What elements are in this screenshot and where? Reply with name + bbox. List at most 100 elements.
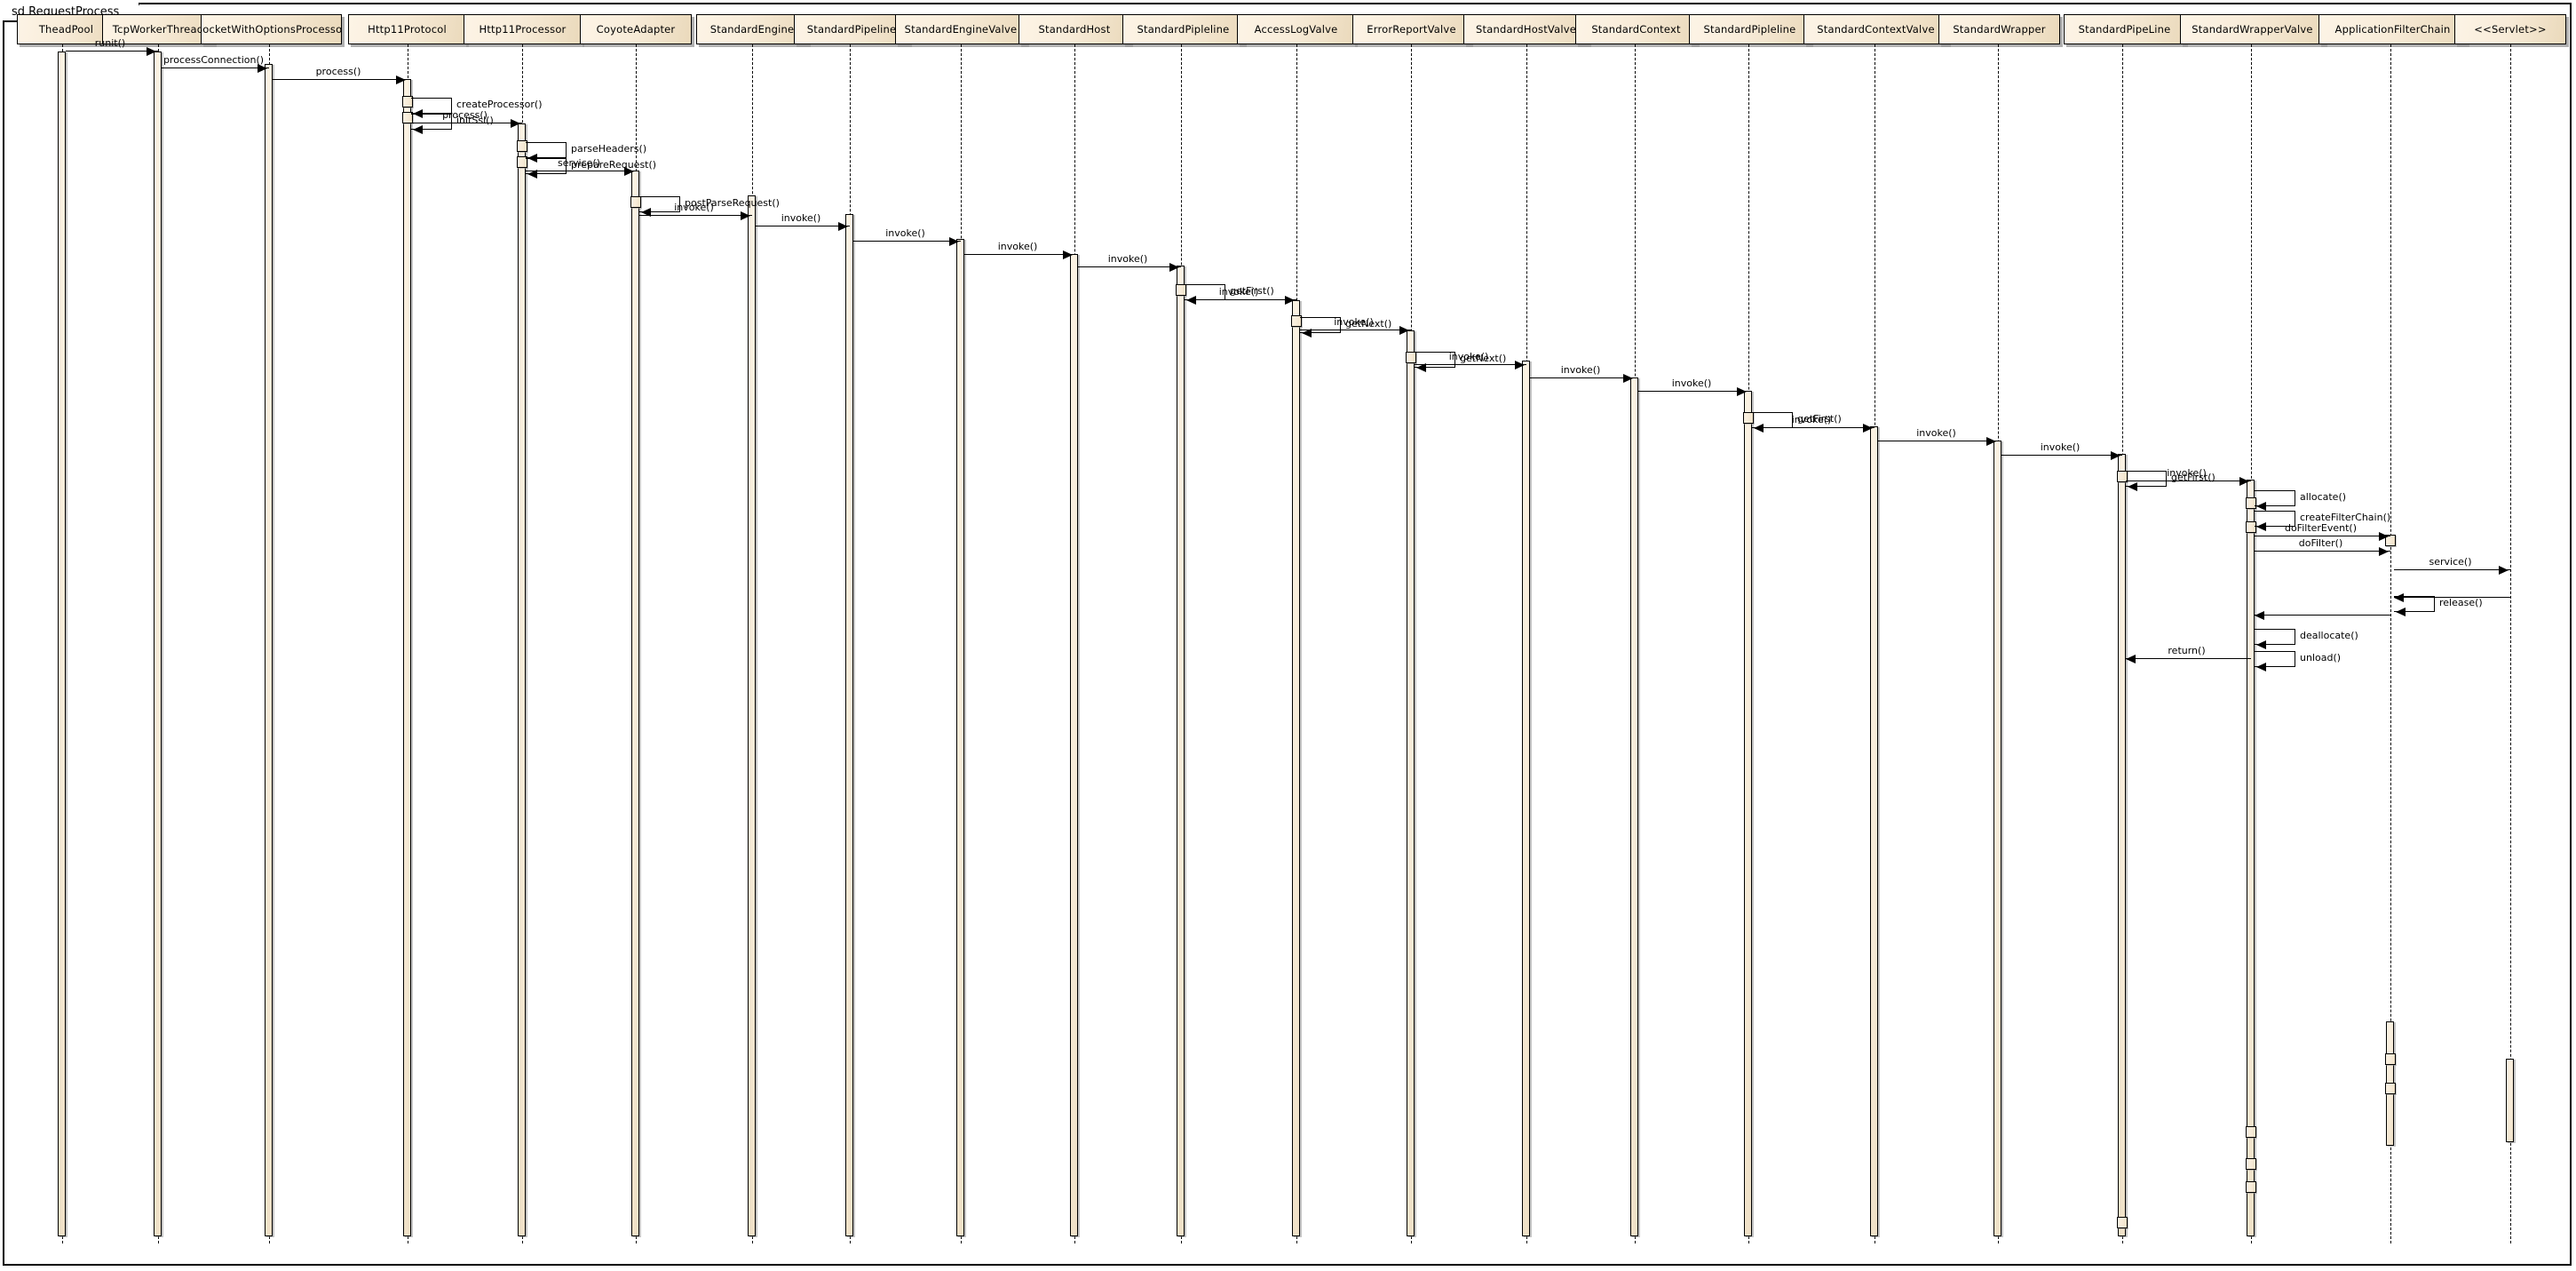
lifeline-head-standardpipeline1[interactable]: StandardPipeline — [794, 14, 909, 44]
lifeline-head-standardengine[interactable]: StandardEngine — [696, 14, 808, 44]
message-label-0: runit() — [94, 37, 126, 49]
lifeline-label: StandardEngine — [709, 23, 795, 36]
arrowhead-icon — [1754, 424, 1764, 433]
lifeline-servlet — [2510, 44, 2511, 1243]
lifeline-label: TcpWorkerThread — [112, 23, 204, 36]
activation-bar-coyoteadapter — [631, 171, 639, 1236]
message-label-11: invoke() — [781, 212, 821, 224]
message-label-17: getNext() — [1345, 318, 1392, 330]
message-label-35: release() — [2439, 597, 2483, 608]
message-label-13: invoke() — [997, 241, 1038, 252]
activation-bar-standardhost — [1070, 254, 1078, 1236]
activation-bar-servlet — [2506, 1059, 2514, 1142]
arrowhead-icon — [2499, 566, 2509, 575]
self-message-postParseRequest — [639, 196, 680, 212]
message-label-1: processConnection() — [162, 54, 265, 66]
lifeline-label: StandardWrapperValve — [2192, 23, 2313, 36]
self-message-prepareRequest — [526, 158, 567, 174]
lifeline-label: StandardPipeline — [806, 23, 897, 36]
message-line-0 — [66, 51, 158, 52]
lifeline-label: StandardPipleline — [1137, 23, 1230, 36]
activation-bar-standardcontext — [1630, 377, 1638, 1236]
lifeline-label: CoyoteAdapter — [596, 23, 676, 36]
message-line-16 — [1185, 299, 1296, 300]
message-line-12 — [853, 241, 961, 242]
message-label-31: doFilterEvent() — [2284, 522, 2358, 534]
arrowhead-icon — [2239, 477, 2249, 486]
lifeline-head-standardhostvalve[interactable]: StandardHostValve — [1463, 14, 1589, 44]
message-label-5: process() — [442, 109, 487, 121]
activation-stub-standardwrappervalve — [2246, 1181, 2256, 1193]
lifeline-head-standardenginevalve[interactable]: StandardEngineValve — [895, 14, 1026, 44]
lifeline-label: StandardContextValve — [1817, 23, 1935, 36]
arrowhead-icon — [2255, 611, 2264, 620]
arrowhead-icon — [2256, 522, 2266, 531]
arrowhead-icon — [2126, 655, 2136, 663]
lifeline-applicationfilterchain — [2390, 44, 2391, 1243]
arrowhead-icon — [511, 119, 520, 128]
arrowhead-icon — [1737, 387, 1747, 396]
message-label-39: return() — [2168, 645, 2206, 656]
activation-bar-http11protocol — [403, 79, 411, 1236]
message-line-14 — [1078, 266, 1181, 267]
lifeline-head-standardpipleline2[interactable]: StandardPipleline — [1122, 14, 1244, 44]
lifeline-head-standardhost[interactable]: StandardHost — [1019, 14, 1130, 44]
arrowhead-icon — [1063, 250, 1073, 259]
message-label-28: invoke() — [2167, 467, 2207, 479]
message-label-26: invoke() — [2040, 441, 2081, 453]
lifeline-head-standardcontext[interactable]: StandardContext — [1575, 14, 1697, 44]
message-line-22 — [1638, 391, 1748, 392]
self-message-initSsl — [411, 114, 452, 130]
lifeline-head-standardpipleline3[interactable]: StandardPipleline — [1689, 14, 1811, 44]
lifeline-head-standardwrappervalve[interactable]: StandardWrapperValve — [2180, 14, 2325, 44]
lifeline-head-applicationfilterchain[interactable]: ApplicationFilterChain — [2318, 14, 2467, 44]
lifeline-head-http11protocol[interactable]: Http11Protocol — [348, 14, 466, 44]
activation-bar-standardwrappervalve — [2247, 480, 2255, 1236]
message-line-39 — [2126, 658, 2251, 659]
activation-stub-http11protocol — [402, 96, 413, 107]
activation-stub-applicationfilterchain — [2385, 1083, 2396, 1094]
message-line-34 — [2394, 597, 2510, 598]
activation-stub-standardwrappervalve — [2246, 1126, 2256, 1138]
activation-bar-errorreportvalve — [1407, 330, 1415, 1236]
lifeline-label: Http11Protocol — [368, 23, 447, 36]
message-label-15: getFirst() — [1230, 285, 1274, 297]
lifeline-label: StandardContext — [1591, 23, 1681, 36]
message-label-27: getFirst() — [2171, 472, 2215, 483]
activation-bar-standardhostvalve — [1522, 361, 1530, 1236]
lifeline-head-theadpool[interactable]: TheadPool — [17, 14, 115, 44]
lifeline-head-coyoteadapter[interactable]: CoyoteAdapter — [580, 14, 692, 44]
self-message-getFirst — [2126, 471, 2167, 487]
activation-bar-standardpipeline1 — [845, 214, 853, 1236]
message-line-2 — [273, 79, 408, 80]
arrowhead-icon — [838, 222, 848, 231]
lifeline-head-standardcontextvalve[interactable]: StandardContextValve — [1803, 14, 1948, 44]
diagram-frame — [3, 3, 2572, 1266]
arrowhead-icon — [2111, 451, 2120, 460]
message-label-21: invoke() — [1560, 364, 1601, 376]
arrowhead-icon — [1302, 329, 1312, 338]
arrowhead-icon — [413, 125, 423, 134]
arrowhead-icon — [2256, 663, 2266, 671]
lifeline-label: StandardEngineValve — [904, 23, 1018, 36]
lifeline-head-standardpipeline4[interactable]: StandardPipeLine — [2064, 14, 2185, 44]
arrowhead-icon — [1986, 437, 1996, 446]
arrowhead-icon — [624, 167, 634, 176]
lifeline-head-errorreportvalve[interactable]: ErrorReportValve — [1352, 14, 1470, 44]
activation-bar-standardengine — [748, 195, 756, 1236]
activation-stub-http11protocol — [402, 112, 413, 123]
message-label-4: initSsl() — [456, 115, 494, 126]
lifeline-head-standardwrapper[interactable]: StandardWrapper — [1938, 14, 2060, 44]
lifeline-head-servlet[interactable]: <<Servlet>> — [2454, 14, 2566, 44]
lifeline-head-http11processor[interactable]: Http11Processor — [464, 14, 582, 44]
activation-bar-socketwithoptions — [265, 64, 273, 1236]
lifeline-label: <<Servlet>> — [2474, 23, 2547, 36]
lifeline-head-socketwithoptions[interactable]: SocketWithOptionsProcessor — [201, 14, 342, 44]
self-message-allocate — [2255, 490, 2295, 506]
activation-stub-standardpipeline4 — [2117, 1217, 2128, 1228]
arrowhead-icon — [2379, 532, 2389, 541]
activation-bar-standardenginevalve — [956, 239, 964, 1236]
lifeline-head-accesslogvalve[interactable]: AccessLogValve — [1237, 14, 1355, 44]
activation-stub-applicationfilterchain — [2385, 1053, 2396, 1065]
activation-bar-tcpworkerthread — [154, 52, 162, 1236]
